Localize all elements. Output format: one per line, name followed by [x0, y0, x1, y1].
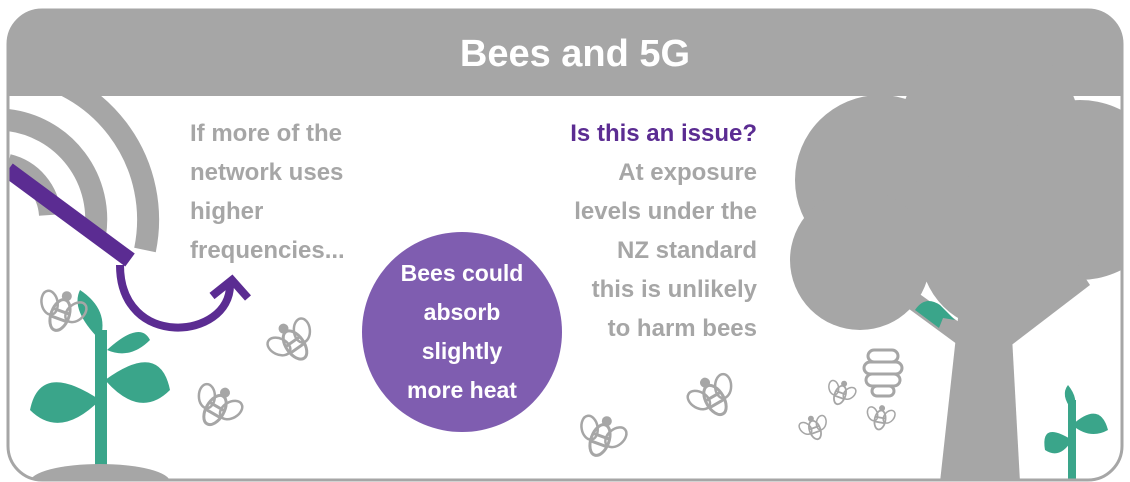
text-line: levels under the: [574, 198, 757, 225]
text-line: to harm bees: [608, 315, 757, 342]
text-line: slightly: [422, 338, 503, 364]
text-line: this is unlikely: [592, 276, 758, 303]
text-line: higher: [190, 198, 263, 225]
text-line: absorb: [424, 299, 501, 325]
text-line: more heat: [407, 377, 517, 403]
text-line: If more of the: [190, 120, 342, 147]
card: [8, 10, 1130, 482]
text-line: NZ standard: [617, 237, 757, 264]
text-line: frequencies...: [190, 237, 345, 264]
infographic: Bees and 5G If more of the network uses hi…: [0, 0, 1130, 482]
text-line: At exposure: [618, 159, 757, 186]
title: Bees and 5G: [460, 33, 690, 75]
text-line: Bees could: [401, 260, 524, 286]
question: Is this an issue?: [570, 120, 757, 147]
text-line: network uses: [190, 159, 343, 186]
